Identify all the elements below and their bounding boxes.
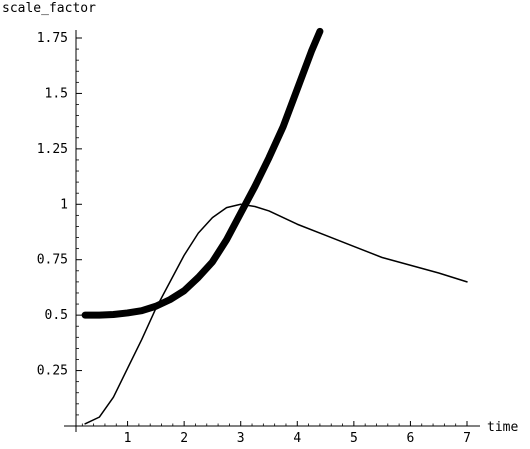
x-tick-label: 4 bbox=[293, 431, 301, 446]
y-tick-label: 1 bbox=[60, 197, 68, 212]
series-layer bbox=[81, 27, 468, 425]
y-tick-label: 1.75 bbox=[37, 31, 68, 46]
x-tick-label: 2 bbox=[180, 431, 188, 446]
y-tick-label: 1.5 bbox=[45, 86, 68, 101]
y-tick-label: 1.25 bbox=[37, 142, 68, 157]
y-axis-label: scale_factor bbox=[2, 1, 96, 16]
x-tick-label: 1 bbox=[124, 431, 132, 446]
series-line-thick bbox=[81, 27, 324, 319]
x-tick-label: 6 bbox=[407, 431, 415, 446]
series-line-thin bbox=[84, 203, 468, 425]
axes-layer: 1 2 3 4 5 6 7 0.25 0.5 0.75 1 1.25 1.5 1.75 bbox=[37, 30, 480, 446]
y-tick-label: 0.75 bbox=[37, 253, 68, 268]
x-axis-label: time bbox=[487, 420, 518, 435]
x-tick-label: 5 bbox=[350, 431, 358, 446]
x-tick-label: 3 bbox=[237, 431, 245, 446]
y-tick-label: 0.25 bbox=[37, 364, 68, 379]
x-tick-label: 7 bbox=[463, 431, 471, 446]
y-tick-label: 0.5 bbox=[45, 308, 68, 323]
